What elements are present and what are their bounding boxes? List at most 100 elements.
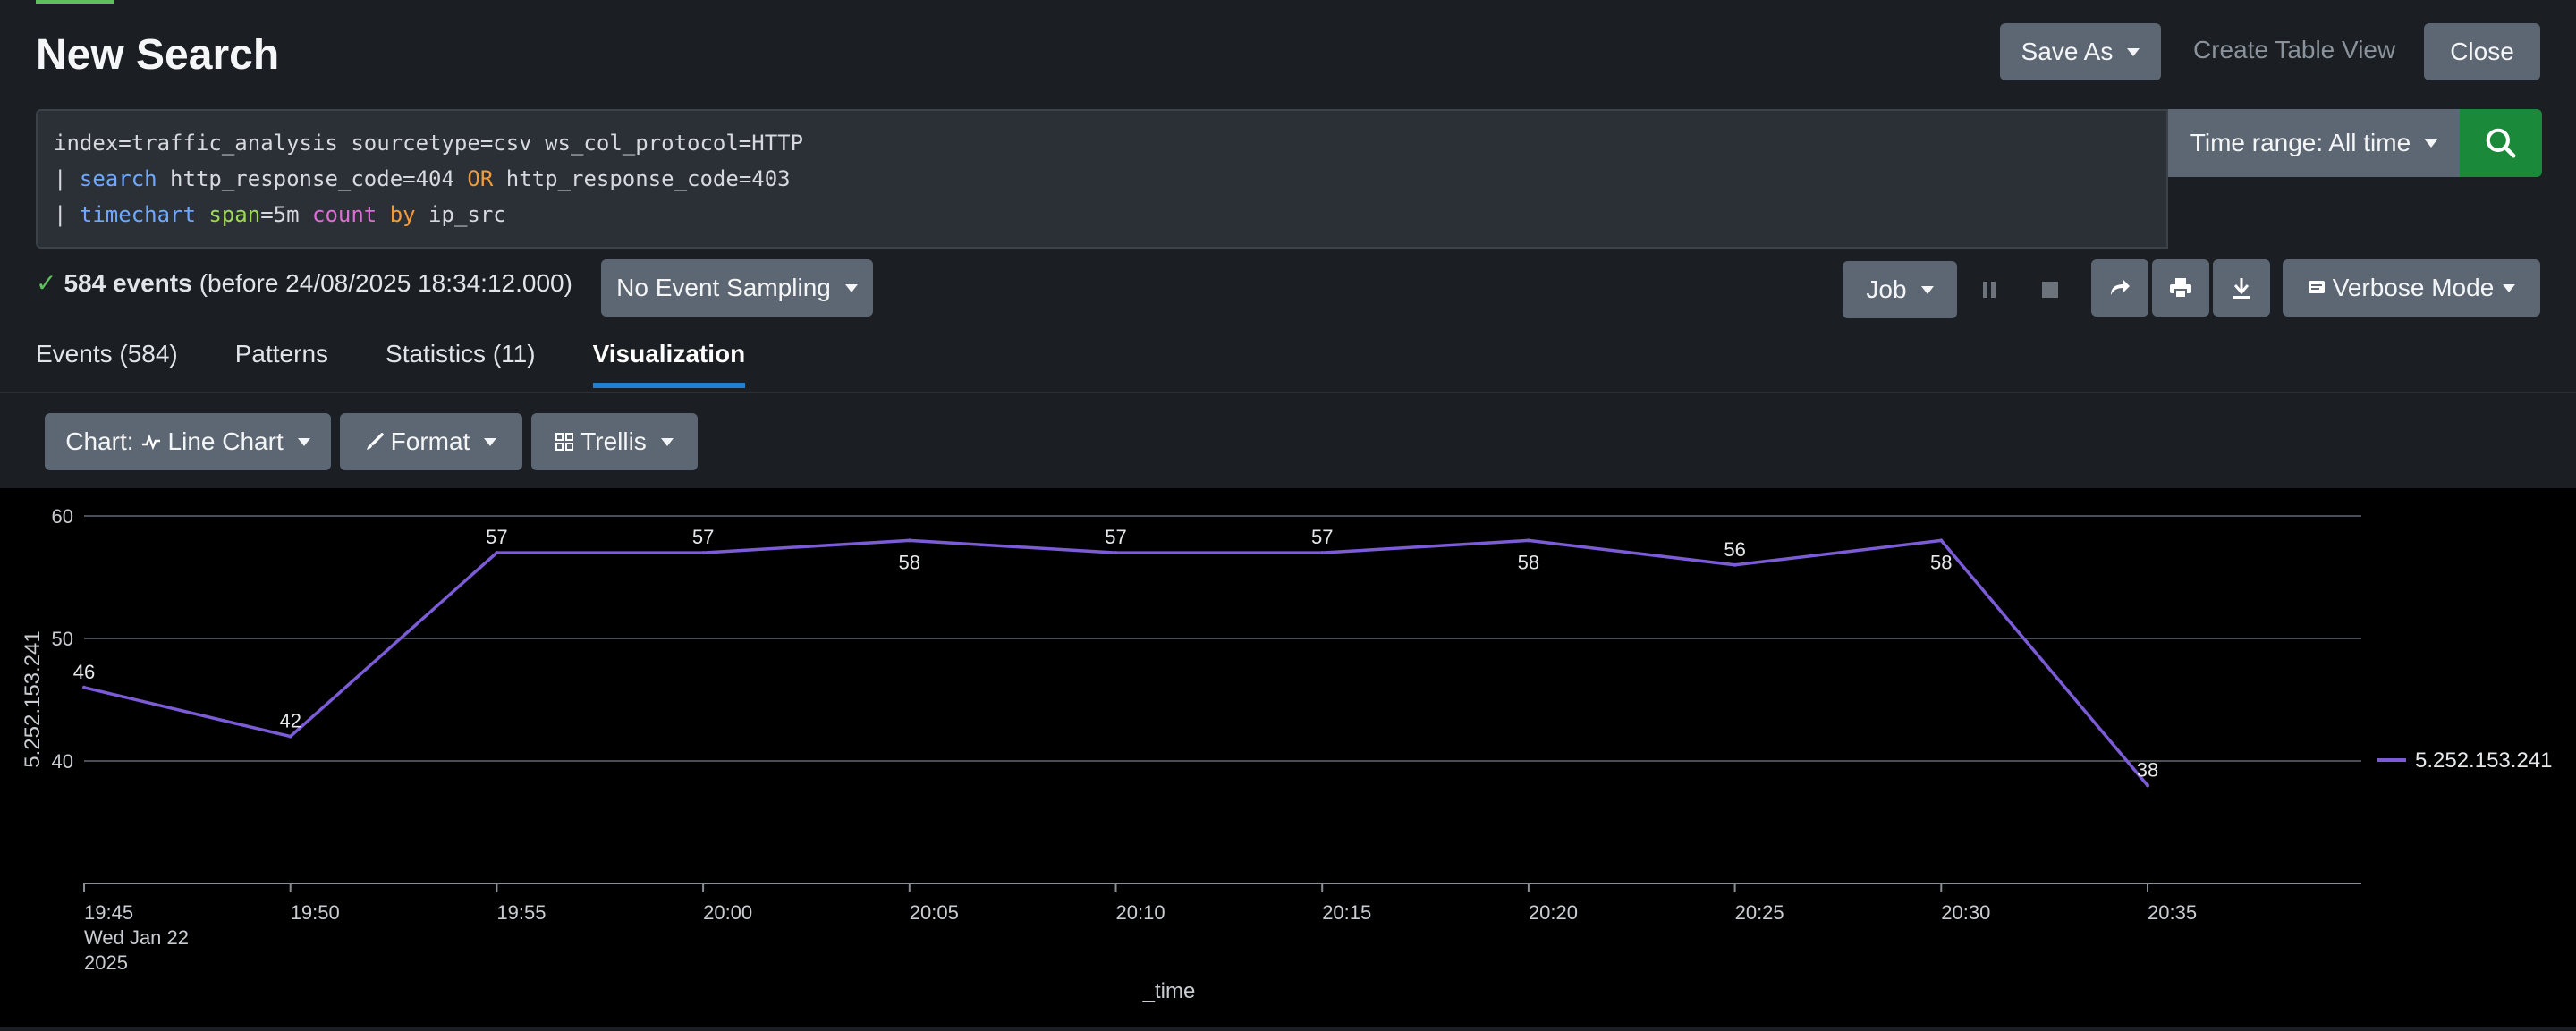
chevron-down-icon	[2127, 47, 2140, 56]
line-chart: 40 50 60 19:45 19:50 19:55 20:00 20:05 20:10 20:1…	[21, 505, 2552, 1003]
chevron-down-icon	[484, 437, 497, 446]
share-button[interactable]	[2091, 259, 2148, 317]
tab-events[interactable]: Events (584)	[36, 340, 178, 368]
chevron-down-icon	[2503, 283, 2516, 292]
data-point	[82, 685, 86, 689]
verbose-mode-label: Verbose Mode	[2332, 274, 2495, 301]
x-tick-label: 19:45	[84, 901, 133, 924]
data-point	[288, 734, 292, 739]
event-count: 584 events	[64, 268, 192, 297]
chevron-down-icon	[660, 437, 674, 446]
chevron-down-icon	[297, 437, 310, 446]
pause-button[interactable]	[1971, 261, 2007, 318]
job-label: Job	[1866, 275, 1907, 303]
chevron-down-icon	[844, 283, 858, 292]
tab-patterns[interactable]: Patterns	[234, 340, 329, 368]
y-tick-label: 50	[52, 628, 73, 650]
x-tick-label: 19:50	[291, 901, 340, 924]
line-chart-icon	[141, 434, 160, 450]
data-label: 58	[1930, 551, 1952, 573]
format-dropdown[interactable]: Format	[340, 413, 522, 470]
job-menu-button[interactable]: Job	[1843, 261, 1957, 318]
trellis-label: Trellis	[580, 427, 647, 455]
stop-button[interactable]	[2032, 261, 2068, 318]
time-range-picker[interactable]: Time range: All time	[2168, 109, 2460, 177]
page-title: New Search	[36, 31, 280, 79]
results-tabs: Events (584) Patterns Statistics (11) Vi…	[36, 340, 802, 388]
chart-panel: 40 50 60 19:45 19:50 19:55 20:00 20:05 20:10 20:1…	[0, 488, 2576, 1027]
search-button[interactable]	[2460, 109, 2542, 177]
x-axis-title: _time	[1142, 979, 1196, 1003]
chart-type-dropdown[interactable]: Chart: Line Chart	[45, 413, 331, 470]
trellis-dropdown[interactable]: Trellis	[531, 413, 698, 470]
data-label: 58	[1518, 551, 1539, 573]
y-tick-label: 40	[52, 750, 73, 773]
chevron-down-icon	[1920, 285, 1934, 294]
x-tick-label: 20:20	[1529, 901, 1578, 924]
check-icon: ✓	[36, 269, 57, 297]
search-query-input[interactable]: index=traffic_analysis sourcetype=csv ws…	[36, 109, 2168, 249]
x-tick-sublabel: 2025	[84, 951, 128, 974]
top-accent-bar	[36, 0, 114, 4]
event-sampling-label: No Event Sampling	[616, 274, 831, 301]
chevron-down-icon	[2425, 139, 2438, 148]
create-table-view-button[interactable]: Create Table View	[2193, 36, 2396, 63]
x-tick-sublabel: Wed Jan 22	[84, 926, 189, 949]
print-button[interactable]	[2152, 259, 2209, 317]
search-line-3: | timechart span=5m count by ip_src	[54, 202, 506, 227]
grid-icon	[555, 433, 574, 451]
x-tick-label: 20:25	[1735, 901, 1784, 924]
data-point	[1320, 551, 1325, 555]
data-point	[1526, 538, 1530, 543]
data-label: 46	[73, 661, 95, 683]
verbose-mode-dropdown[interactable]: Verbose Mode	[2283, 259, 2540, 317]
data-label: 57	[1105, 526, 1126, 548]
brush-icon	[366, 433, 384, 450]
data-label: 42	[279, 710, 301, 732]
close-button[interactable]: Close	[2424, 23, 2540, 80]
print-icon	[2170, 278, 2191, 299]
data-point	[495, 551, 499, 555]
data-point	[1939, 538, 1944, 543]
tab-statistics[interactable]: Statistics (11)	[386, 340, 536, 368]
x-tick-label: 20:10	[1116, 901, 1165, 924]
data-label: 57	[486, 526, 507, 548]
chart-type-label: Line Chart	[167, 427, 284, 455]
x-tick-label: 20:15	[1322, 901, 1371, 924]
series-line	[83, 538, 2149, 787]
mode-icon	[2308, 281, 2325, 293]
tab-visualization[interactable]: Visualization	[592, 340, 745, 388]
data-label: 56	[1724, 538, 1745, 561]
x-tick-label: 20:05	[910, 901, 959, 924]
save-as-button[interactable]: Save As	[2000, 23, 2161, 80]
save-as-label: Save As	[2021, 38, 2114, 65]
event-status: ✓ 584 events (before 24/08/2025 18:34:12…	[36, 268, 572, 298]
data-point	[1114, 551, 1118, 555]
data-point	[701, 551, 706, 555]
event-time-bound: (before 24/08/2025 18:34:12.000)	[199, 268, 572, 297]
event-sampling-dropdown[interactable]: No Event Sampling	[601, 259, 873, 317]
x-tick-label: 19:55	[496, 901, 546, 924]
time-range-label: Time range: All time	[2190, 129, 2411, 156]
search-line-1: index=traffic_analysis sourcetype=csv ws…	[54, 131, 804, 156]
stop-icon	[2042, 282, 2058, 298]
y-axis-title: 5.252.153.241	[21, 630, 45, 767]
visualization-toolbar: Chart: Line Chart Format Trellis	[0, 393, 2576, 488]
data-label: 58	[899, 551, 920, 573]
search-line-2: | search http_response_code=404 OR http_…	[54, 166, 791, 191]
format-label: Format	[390, 427, 470, 455]
data-label: 57	[1311, 526, 1333, 548]
export-icon	[2233, 278, 2250, 299]
share-icon	[2111, 280, 2130, 295]
legend-label: 5.252.153.241	[2415, 748, 2552, 773]
data-point	[2146, 783, 2149, 788]
export-button[interactable]	[2213, 259, 2270, 317]
x-tick-label: 20:30	[1941, 901, 1990, 924]
data-point	[1733, 562, 1737, 567]
y-tick-label: 60	[52, 505, 73, 528]
data-point	[907, 538, 911, 543]
tab-divider	[0, 392, 2576, 393]
chart-type-prefix: Chart:	[65, 427, 134, 455]
search-icon	[2486, 128, 2516, 158]
data-label: 38	[2137, 758, 2158, 781]
